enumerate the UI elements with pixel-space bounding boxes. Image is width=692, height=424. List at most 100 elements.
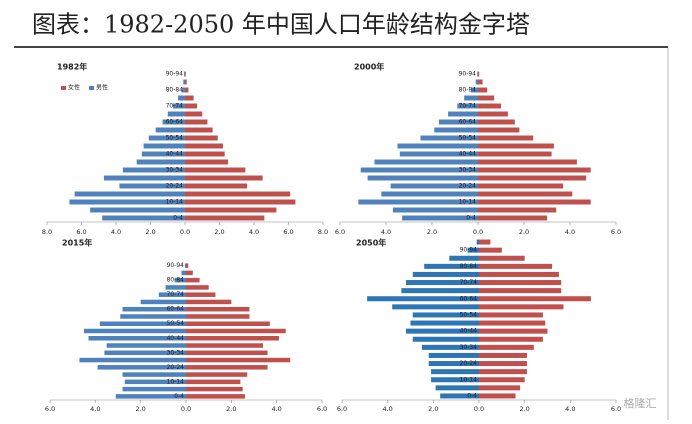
x-tick-label: 2.0 [145,228,155,236]
bar [478,167,591,173]
age-label: 70-74 [166,103,184,110]
bar [184,263,186,268]
bar [448,111,478,117]
bar [185,103,198,109]
bar [479,280,562,286]
bar [102,215,185,221]
bar [186,285,209,290]
x-tick-label: 2.0 [427,228,437,236]
bar [401,288,479,294]
bar [479,288,562,294]
bar [124,379,186,385]
bar [479,255,525,261]
bar [185,167,246,173]
bar [165,285,186,290]
bar [185,175,263,181]
legend-label: 女性 [68,84,80,92]
bar [478,111,508,117]
page-title: 图表：1982-2050 年中国人口年龄结构金字塔 [32,11,530,39]
age-label: 20-24 [459,183,477,190]
bar [185,95,194,101]
bar [140,299,186,305]
bar [172,103,185,109]
bar [479,369,527,375]
x-tick-label: 4.0 [382,405,392,413]
x-tick-label: 6.0 [335,228,345,236]
chart-title: 2000年 [354,62,384,72]
bar [435,385,479,391]
bar [185,79,187,85]
age-label: 80-84 [460,263,478,270]
x-tick-label: 4.0 [565,405,575,413]
bar [185,119,208,125]
bar [479,361,527,367]
age-label: 90-94 [167,262,185,269]
bar [186,372,248,377]
bar [186,386,243,392]
age-label: 90-94 [166,71,184,78]
bar [186,306,250,312]
bar [358,199,478,205]
bar [478,79,483,85]
age-label: 20-24 [460,360,478,367]
bar [479,320,546,326]
age-label: 70-74 [167,291,185,298]
x-tick-label: 8.0 [42,228,52,236]
bar [478,183,564,189]
x-tick-label: 2.0 [519,405,529,413]
bar [84,328,186,334]
x-tick-label: 0.0 [180,228,190,236]
bar [431,369,479,375]
age-label: 50-54 [459,135,477,142]
bar [479,304,564,310]
bar [155,127,185,133]
bar [479,344,534,350]
chart-title: 1982年 [57,62,87,72]
bar [479,352,527,358]
bar [185,151,225,157]
x-tick-label: 4.0 [565,228,575,236]
bar [106,343,186,348]
age-label: 60-64 [167,306,185,313]
bar [464,95,478,101]
bar [478,95,495,101]
age-label: 0-4 [174,393,184,400]
bar [186,379,241,385]
bar [478,191,573,197]
age-label: 30-34 [167,349,185,356]
bar [449,255,479,261]
bar [405,328,479,334]
bar [178,95,185,101]
bar [412,271,479,277]
bar [186,350,268,356]
x-tick-label: 6.0 [45,405,55,413]
x-tick-label: 2.0 [135,405,145,413]
bar [185,199,296,205]
age-label: 70-74 [460,279,478,286]
bar [479,385,521,391]
age-label: 60-64 [166,119,184,126]
bar [479,247,502,253]
bar [392,207,478,213]
bar [69,199,185,205]
bar [158,292,186,297]
bar [428,352,479,358]
bar [479,296,591,302]
bar [478,207,557,213]
bar [186,336,279,341]
bar [374,159,478,165]
bar [360,167,478,173]
bar [434,127,478,133]
bar [479,312,543,318]
legend-swatch [61,86,66,90]
bar [115,394,186,399]
bar [438,119,478,125]
bar [478,215,547,221]
bar [478,119,515,125]
bar [478,71,480,77]
bar [186,299,232,305]
bar [185,71,186,77]
age-label: 60-64 [460,295,478,302]
bar [103,175,185,181]
